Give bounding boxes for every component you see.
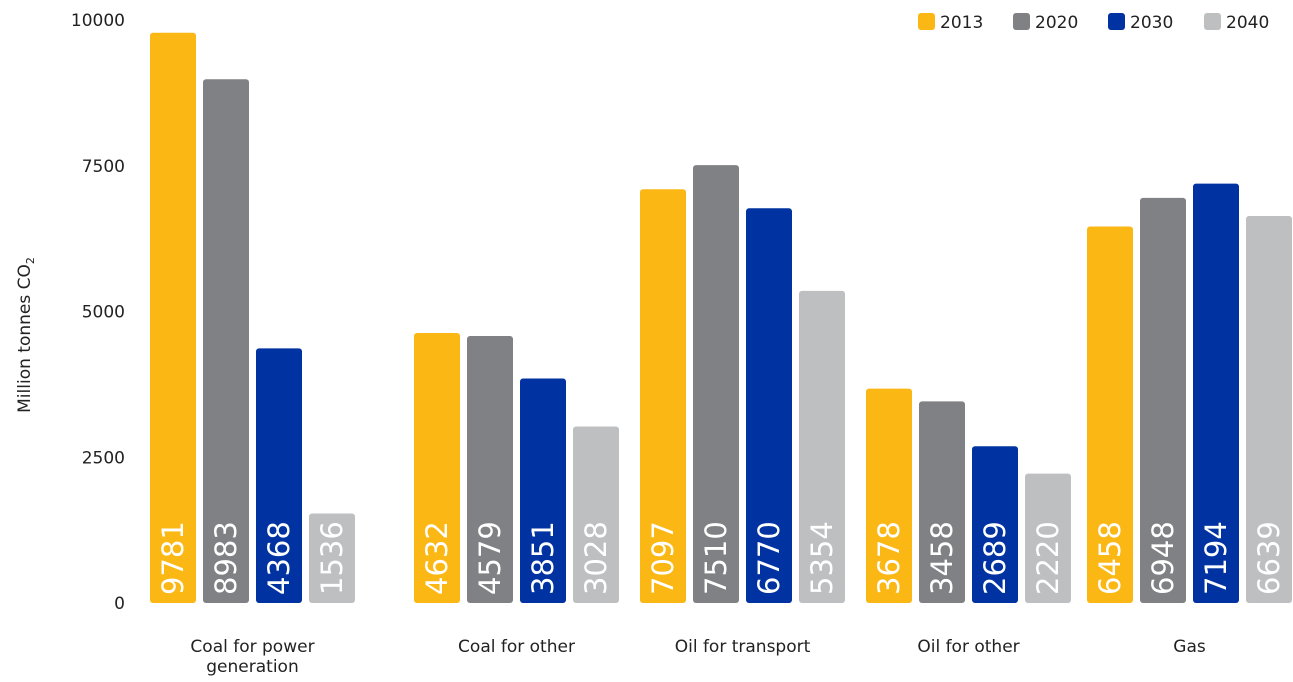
category-label: Coal for power: [190, 637, 314, 657]
bar-value-label: 6948: [1146, 521, 1180, 595]
y-axis-label: Million tonnes CO2: [15, 257, 37, 413]
legend-label: 2013: [940, 13, 983, 33]
bar-value-label: 3851: [526, 521, 560, 595]
legend-label: 2020: [1035, 13, 1078, 33]
y-axis-ticks: 0 2500 5000 7500 10000: [71, 11, 125, 614]
bar-2013: [150, 32, 196, 603]
category-label: Gas: [1173, 637, 1206, 657]
category-label: Coal for other: [458, 637, 575, 657]
legend-swatch-2013: [918, 13, 935, 30]
legend-swatch-2020: [1013, 13, 1030, 30]
bar-2020: [203, 79, 249, 604]
legend-swatch-2040: [1204, 13, 1221, 30]
bar-2013: [866, 388, 912, 603]
bar-2040: [1025, 473, 1071, 603]
category-label: generation: [206, 657, 298, 677]
bars: 9781 8983 4368 1536 4632 4579 3851 3028 7097 7510…: [150, 32, 1292, 604]
bar-value-label: 8983: [209, 521, 243, 595]
bar-2030: [746, 208, 792, 603]
legend: 2013 2020 2030 2040: [918, 13, 1269, 33]
y-axis-label-subscript: 2: [24, 257, 37, 264]
bar-2030: [1193, 183, 1239, 604]
y-tick-label: 7500: [82, 157, 125, 177]
bar-value-label: 6639: [1252, 521, 1286, 595]
bar-value-label: 1536: [315, 521, 349, 595]
bar-value-label: 4579: [473, 521, 507, 595]
bar-value-label: 2220: [1031, 521, 1065, 595]
bar-2020: [919, 401, 965, 603]
bar-value-label: 4368: [262, 521, 296, 595]
y-tick-label: 0: [114, 594, 125, 614]
bar-2040: [573, 426, 619, 603]
bar-2040: [1246, 215, 1292, 604]
bar-2040: [799, 290, 845, 603]
legend-label: 2040: [1226, 13, 1269, 33]
legend-label: 2030: [1130, 13, 1173, 33]
y-tick-label: 2500: [82, 448, 125, 468]
legend-swatch-2030: [1108, 13, 1125, 30]
bar-value-label: 6458: [1093, 521, 1127, 595]
category-label: Oil for transport: [675, 637, 811, 657]
bar-2013: [1087, 226, 1133, 603]
bar-value-label: 3028: [579, 521, 613, 595]
bar-value-label: 2689: [978, 521, 1012, 595]
category-label: Oil for other: [917, 637, 1019, 657]
bar-value-label: 5354: [805, 521, 839, 595]
bar-2020: [1140, 197, 1186, 604]
y-axis-label-group: Million tonnes CO2: [15, 257, 37, 413]
y-axis-label-text: Million tonnes CO: [15, 264, 35, 413]
bar-value-label: 4632: [420, 521, 454, 595]
bar-2013: [414, 332, 460, 603]
y-tick-label: 10000: [71, 11, 125, 31]
bar-2030: [972, 446, 1018, 603]
bar-2030: [256, 348, 302, 603]
bar-value-label: 7097: [646, 521, 680, 595]
bar-value-label: 7194: [1199, 521, 1233, 595]
bar-2030: [520, 378, 566, 603]
bar-2013: [640, 189, 686, 603]
bar-value-label: 9781: [156, 521, 190, 595]
bar-value-label: 3458: [925, 521, 959, 595]
bar-2020: [467, 336, 513, 603]
y-tick-label: 5000: [82, 303, 125, 323]
bar-value-label: 7510: [699, 521, 733, 595]
bar-value-label: 6770: [752, 521, 786, 595]
bar-2020: [693, 165, 739, 604]
bar-value-label: 3678: [872, 521, 906, 595]
bar-2040: [309, 513, 355, 603]
